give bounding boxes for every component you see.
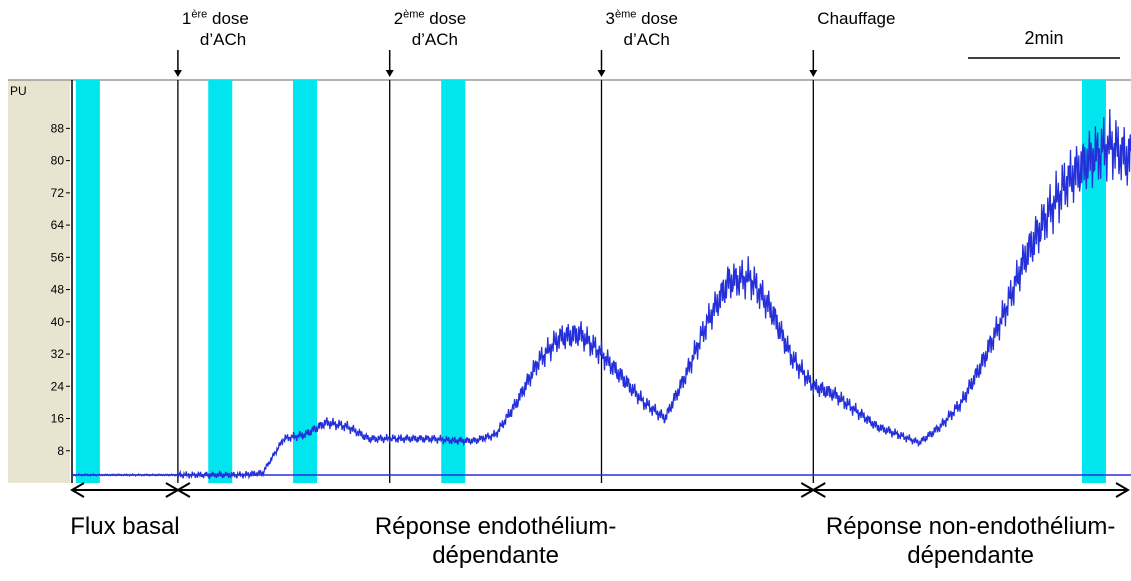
phase-arrows: [70, 482, 1130, 498]
y-tick-label: 56: [51, 250, 65, 264]
event-markers: [173, 50, 818, 483]
y-tick-label: 16: [51, 412, 65, 426]
event-marker-label-line2: d’ACh: [199, 30, 247, 50]
event-marker-label-line1: 2ème dose: [394, 8, 466, 29]
phase-arrowhead-left: [175, 482, 191, 498]
event-marker-label-line1: 1ère dose: [182, 8, 249, 29]
event-marker-arrowhead: [809, 70, 818, 77]
event-marker-ordinal-suffix: ème: [403, 8, 425, 21]
event-marker-label-line2: d’ACh: [623, 30, 670, 50]
y-unit-label: PU: [10, 84, 27, 98]
y-axis-panel: [8, 80, 70, 483]
phase-label: Réponse endothélium-dépendante: [326, 513, 666, 571]
scale-bar-label: 2min: [1024, 28, 1063, 48]
y-tick-label: 88: [51, 121, 65, 135]
event-marker-arrowhead: [385, 70, 394, 77]
phase-label-line2: dépendante: [432, 541, 559, 569]
event-marker-label: 1ère dose d’ACh: [182, 8, 249, 51]
phase-arrowhead-left: [70, 482, 85, 498]
highlight-band: [292, 80, 317, 483]
highlight-bands: [75, 80, 1106, 483]
event-marker-ordinal-suffix: ème: [614, 8, 637, 21]
event-marker-ordinal: 3: [605, 9, 615, 28]
event-marker-label-line1: 3ème dose: [606, 8, 678, 29]
phase-label: Réponse non-endothélium-dépendante: [801, 513, 1131, 571]
highlight-band: [441, 80, 466, 483]
y-tick-label: 72: [51, 186, 65, 200]
highlight-band: [208, 80, 233, 483]
y-tick-label: 40: [51, 315, 65, 329]
event-marker-dose-word: dose: [424, 9, 467, 28]
phase-arrowhead-left: [811, 482, 826, 498]
y-tick-label: 64: [51, 218, 65, 232]
phase-label-line1: Réponse endothélium-: [374, 513, 617, 540]
event-marker-ordinal: Chauffage: [817, 9, 896, 28]
phase-arrowhead-right: [1115, 482, 1130, 498]
event-marker-ordinal: 2: [393, 9, 404, 28]
y-ticks: 8 16 24 32 40 48 56 64 72 80 88: [51, 121, 70, 458]
y-tick-label: 8: [57, 444, 64, 458]
event-marker-arrowhead: [597, 70, 606, 77]
pu-trace-line: [71, 109, 1131, 481]
event-marker-label-line1: Chauffage: [817, 8, 895, 29]
event-marker-ordinal-suffix: ère: [191, 8, 208, 21]
y-tick-label: 32: [51, 347, 65, 361]
y-tick-label: 80: [51, 154, 65, 168]
y-tick-label: 48: [51, 283, 65, 297]
event-marker-label: Chauffage: [817, 8, 895, 29]
event-marker-dose-word: dose: [636, 9, 678, 28]
event-marker-label: 2ème dose d’ACh: [394, 8, 466, 51]
phase-label: Flux basal: [0, 513, 295, 542]
highlight-band: [75, 80, 100, 483]
event-marker-arrowhead: [173, 70, 182, 77]
event-marker-label-line2: d’ACh: [411, 30, 458, 50]
event-marker-dose-word: dose: [207, 9, 249, 28]
phase-label-line1: Flux basal: [70, 513, 180, 540]
phase-label-line2: dépendante: [907, 541, 1035, 569]
event-marker-label: 3ème dose d’ACh: [606, 8, 678, 51]
y-tick-label: 24: [51, 379, 65, 393]
phase-label-line1: Réponse non-endothélium-: [825, 513, 1116, 540]
event-marker-ordinal: 1: [181, 9, 192, 28]
